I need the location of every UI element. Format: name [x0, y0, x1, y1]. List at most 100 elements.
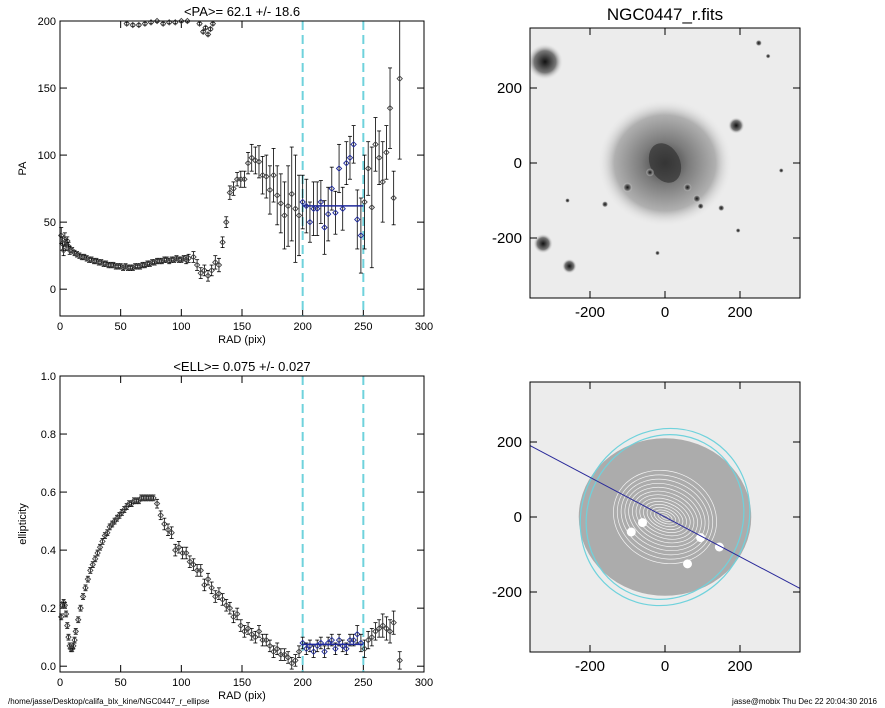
data-point	[64, 622, 71, 629]
data-point	[140, 494, 147, 502]
data-point	[77, 604, 84, 612]
star	[530, 43, 564, 80]
data-point	[147, 494, 155, 502]
data-point	[172, 546, 179, 554]
data-point	[168, 529, 175, 536]
data-point	[72, 628, 80, 635]
data-point	[141, 261, 149, 269]
star	[645, 168, 655, 177]
y-tick-label: 0	[50, 284, 56, 296]
image-content	[530, 382, 800, 652]
data-point	[105, 261, 112, 269]
data-point	[136, 263, 144, 270]
data-point	[94, 549, 101, 557]
x-tick-label: 250	[354, 677, 372, 689]
data-point	[335, 636, 343, 644]
x-axis-label: RAD (pix)	[218, 690, 266, 702]
data-point	[184, 17, 191, 25]
data-point	[368, 633, 376, 641]
x-tick-label: 50	[115, 321, 127, 333]
data-point	[303, 645, 310, 653]
chart-title: <ELL>= 0.075 +/- 0.027	[173, 359, 310, 374]
data-point	[361, 645, 368, 653]
data-point	[178, 17, 185, 25]
data-point	[168, 256, 175, 263]
data-point	[99, 538, 106, 545]
data-point	[153, 257, 161, 265]
data-point	[124, 264, 132, 271]
data-point	[158, 257, 166, 265]
data-point	[270, 648, 277, 655]
data-point	[57, 613, 65, 621]
data-point	[161, 256, 168, 263]
data-point	[157, 512, 164, 519]
data-point	[178, 256, 185, 263]
data-point	[317, 639, 325, 647]
star	[601, 200, 609, 208]
data-point	[65, 633, 72, 641]
data-point	[383, 149, 390, 156]
data-point	[354, 216, 361, 223]
data-point	[165, 257, 173, 265]
data-point	[84, 575, 92, 583]
data-point	[364, 636, 372, 644]
star	[728, 117, 745, 134]
galaxy-image-panel: NGC0447_r.fits -200 0 200 200 0 -200	[492, 5, 801, 321]
data-point	[263, 173, 270, 180]
x-axis-label: RAD (pix)	[218, 334, 266, 346]
data-point	[209, 20, 217, 27]
data-point	[85, 256, 93, 263]
isophote	[639, 497, 691, 537]
data-point	[74, 616, 82, 624]
x-tick-label: 200	[727, 658, 752, 675]
data-point	[252, 157, 259, 164]
data-point	[248, 631, 255, 638]
chart-title: <PA>= 62.1 +/- 18.6	[184, 4, 300, 19]
y-tick-label: 0.6	[41, 487, 56, 499]
data-point	[96, 543, 104, 551]
data-point	[284, 654, 292, 661]
data-point	[350, 141, 357, 148]
y-tick-label: 200	[38, 16, 56, 28]
data-point	[204, 31, 212, 38]
data-point	[190, 253, 197, 261]
star	[735, 228, 741, 233]
data-point	[241, 175, 248, 183]
data-point	[226, 604, 234, 612]
y-tick-label: 50	[44, 217, 56, 229]
data-point	[90, 257, 98, 265]
star-mask	[683, 559, 692, 569]
data-point	[226, 189, 234, 196]
y-axis-label: PA	[17, 161, 29, 176]
data-point	[321, 224, 328, 231]
data-point	[79, 593, 87, 600]
isophote	[624, 483, 706, 551]
data-point	[208, 267, 215, 274]
data-point	[292, 205, 299, 212]
data-point	[129, 264, 137, 271]
data-point	[100, 260, 107, 267]
image-title: NGC0447_r.fits	[607, 5, 723, 24]
y-tick-label: 0.0	[41, 661, 56, 673]
data-point	[375, 625, 383, 632]
data-point	[379, 622, 386, 629]
star	[683, 183, 692, 192]
data-point	[82, 584, 89, 592]
data-point	[60, 247, 67, 254]
x-tick-label: 200	[293, 321, 311, 333]
x-tick-label: 0	[57, 321, 63, 333]
data-point	[313, 205, 321, 212]
galaxy-ellipse-panel: -200 0 200 200 0 -200	[492, 381, 801, 675]
data-point	[295, 648, 303, 655]
file-path-label: /home/jasse/Desktop/califa_blx_kine/NGC0…	[8, 697, 210, 706]
data-point	[299, 639, 306, 647]
data-point	[175, 256, 183, 263]
data-point	[368, 204, 376, 211]
star	[765, 53, 771, 59]
data-point	[201, 581, 208, 589]
data-point	[332, 209, 339, 216]
x-tick-label: 300	[415, 321, 433, 333]
data-point	[390, 194, 397, 202]
data-point	[130, 497, 138, 505]
data-point	[141, 20, 149, 27]
